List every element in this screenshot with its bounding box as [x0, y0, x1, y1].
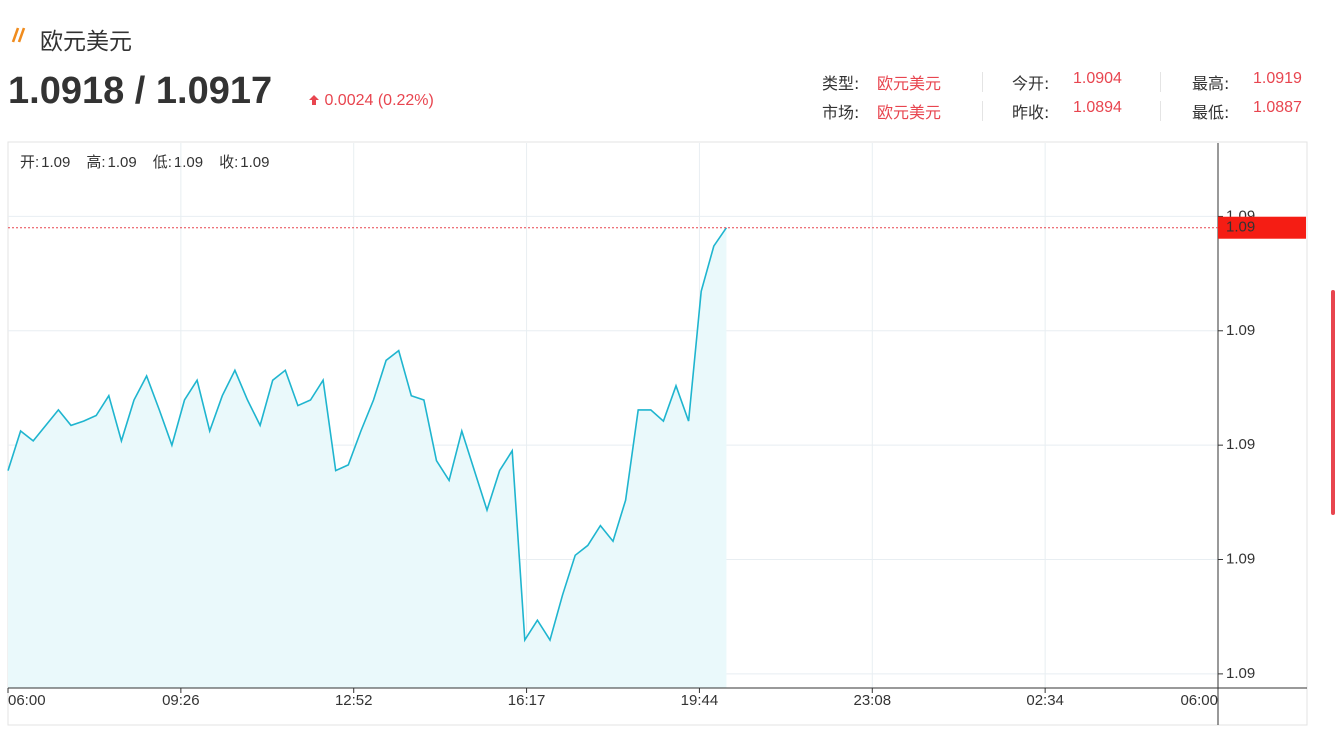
stat-value: 欧元美元: [877, 76, 942, 93]
price-line: [7, 227, 728, 643]
stat-label: 昨收:: [1012, 103, 1050, 122]
stat-value: 1.0904: [1073, 70, 1122, 87]
title: 欧元美元: [40, 29, 132, 55]
stat-label: 市场:: [822, 103, 860, 122]
x-tick-label: 09:26: [162, 692, 200, 709]
stat-value: 1.0919: [1253, 70, 1302, 87]
stat-label: 最高:: [1192, 74, 1230, 93]
x-tick-label: 16:17: [508, 692, 546, 709]
area: [8, 227, 727, 688]
up-arrow: [309, 95, 319, 105]
ohlc-label: 收:: [219, 154, 238, 171]
last-price-label: 1.09: [1226, 219, 1255, 236]
x-tick-label: 23:08: [854, 692, 892, 709]
separator: [982, 101, 983, 121]
x-tick-label: 12:52: [335, 692, 373, 709]
stat: 类型: 欧元美元: [822, 70, 941, 94]
logo: [11, 27, 26, 43]
stat: 今开: 1.0904: [1012, 70, 1122, 94]
stat-label: 今开:: [1012, 74, 1050, 93]
change-value: 0.0024 (0.22%): [324, 92, 434, 109]
stat: 市场: 欧元美元: [822, 99, 941, 123]
separator: [982, 72, 983, 92]
ohlc-value: 1.09: [108, 154, 137, 171]
change: 0.0024 (0.22%): [308, 92, 434, 110]
ohlc-value: 1.09: [174, 154, 203, 171]
ohlc-value: 1.09: [240, 154, 269, 171]
x-tick-label: 06:00: [8, 692, 46, 709]
x-tick-label: 06:00: [1180, 692, 1218, 709]
ohlc-value: 1.09: [41, 154, 70, 171]
x-tick-label: 19:44: [681, 692, 719, 709]
last-price-box: [1218, 216, 1306, 239]
stat: 最高: 1.0919: [1192, 70, 1302, 94]
stat-value: 1.0894: [1073, 99, 1122, 116]
separator: [1160, 72, 1161, 92]
y-tick-label: 1.09: [1226, 665, 1255, 682]
ohlc-label: 开:: [20, 154, 39, 171]
ohlc-label: 低:: [153, 154, 172, 171]
stat-value: 欧元美元: [877, 105, 942, 122]
stat: 最低: 1.0887: [1192, 99, 1302, 123]
stat-value: 1.0887: [1253, 99, 1302, 116]
y-tick-label: 1.09: [1226, 436, 1255, 453]
y-tick-label: 1.09: [1226, 550, 1255, 567]
stat-label: 类型:: [822, 74, 860, 93]
stat: 昨收: 1.0894: [1012, 99, 1122, 123]
separator: [1160, 101, 1161, 121]
side-tab: [1331, 290, 1335, 515]
stat-label: 最低:: [1192, 103, 1230, 122]
y-tick-label: 1.09: [1226, 322, 1255, 339]
price: 1.0918 / 1.0917: [8, 70, 273, 112]
x-tick-label: 02:34: [1026, 692, 1064, 709]
ohlc-label: 高:: [86, 154, 105, 171]
chart-frame: [7, 141, 1308, 726]
